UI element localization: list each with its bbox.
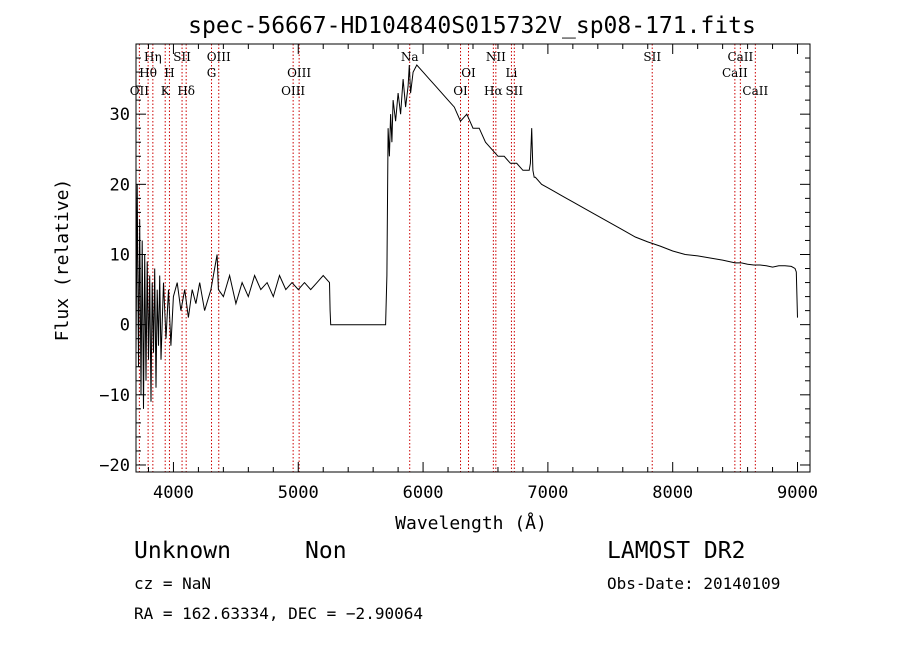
spectral-line-label: CaII xyxy=(722,66,748,80)
spectral-line-label: OII xyxy=(130,84,150,98)
spectral-line-label: Hα xyxy=(484,84,503,98)
x-tick-label: 7000 xyxy=(527,483,568,503)
object-class: Unknown xyxy=(134,538,231,564)
x-tick-label: 5000 xyxy=(278,483,319,503)
spectral-line-label: Hθ xyxy=(139,66,157,80)
y-axis-ticks: −20 −10 0 10 20 30 xyxy=(99,57,810,476)
spectral-line-label: H xyxy=(164,66,174,80)
spectral-line-label: OI xyxy=(461,66,476,80)
spectrum-chart: spec-56667-HD104840S015732V_sp08-171.fit… xyxy=(52,13,818,534)
x-axis-ticks: 4000 5000 6000 7000 8000 9000 xyxy=(147,44,818,503)
spectral-line-label: OI xyxy=(453,84,468,98)
y-tick-label: 10 xyxy=(110,245,130,265)
spectral-line-labels: Hη Hθ OII HK SII Hδ OIII G OIII OIII Na OI OI NII HαLi… xyxy=(130,50,769,98)
redshift-readout: cz = NaN xyxy=(134,574,212,593)
spectral-line-label: G xyxy=(207,66,217,80)
spectral-line-label: Hη xyxy=(144,50,162,64)
survey-name: LAMOST DR2 xyxy=(607,538,746,564)
spectral-line-label: Li xyxy=(506,66,518,80)
object-subclass: Non xyxy=(305,538,347,564)
y-tick-label: 20 xyxy=(110,175,130,195)
spectrum-series-line xyxy=(135,64,798,409)
spectral-line-label: CaII xyxy=(727,50,753,64)
y-tick-label: −10 xyxy=(99,386,130,406)
spectral-line-label: Na xyxy=(401,50,419,64)
spectral-line-label: OIII xyxy=(281,84,305,98)
spectral-line-label: SII xyxy=(505,84,523,98)
spectral-line-label: SII xyxy=(643,50,661,64)
coordinates: RA = 162.63334, DEC = −2.90064 xyxy=(134,604,423,623)
y-tick-label: 30 xyxy=(110,105,130,125)
spectral-line-label: K xyxy=(161,84,171,98)
y-tick-label: 0 xyxy=(120,316,130,336)
spectral-line-label: CaII xyxy=(742,84,768,98)
y-axis-label: Flux (relative) xyxy=(52,179,73,342)
spectral-line-label: OIII xyxy=(207,50,231,64)
obs-date: Obs-Date: 20140109 xyxy=(607,574,781,593)
x-tick-label: 4000 xyxy=(153,483,194,503)
chart-title: spec-56667-HD104840S015732V_sp08-171.fit… xyxy=(188,13,756,39)
spectral-line-label: SII xyxy=(173,50,191,64)
spectral-line-label: Hδ xyxy=(177,84,195,98)
x-tick-label: 9000 xyxy=(777,483,818,503)
x-tick-label: 6000 xyxy=(403,483,444,503)
y-tick-label: −20 xyxy=(99,456,130,476)
x-tick-label: 8000 xyxy=(652,483,693,503)
x-axis-label: Wavelength (Å) xyxy=(395,512,547,534)
spectral-line-label: NII xyxy=(486,50,506,64)
spectral-line-label: OIII xyxy=(287,66,311,80)
spectral-lines xyxy=(138,44,756,472)
